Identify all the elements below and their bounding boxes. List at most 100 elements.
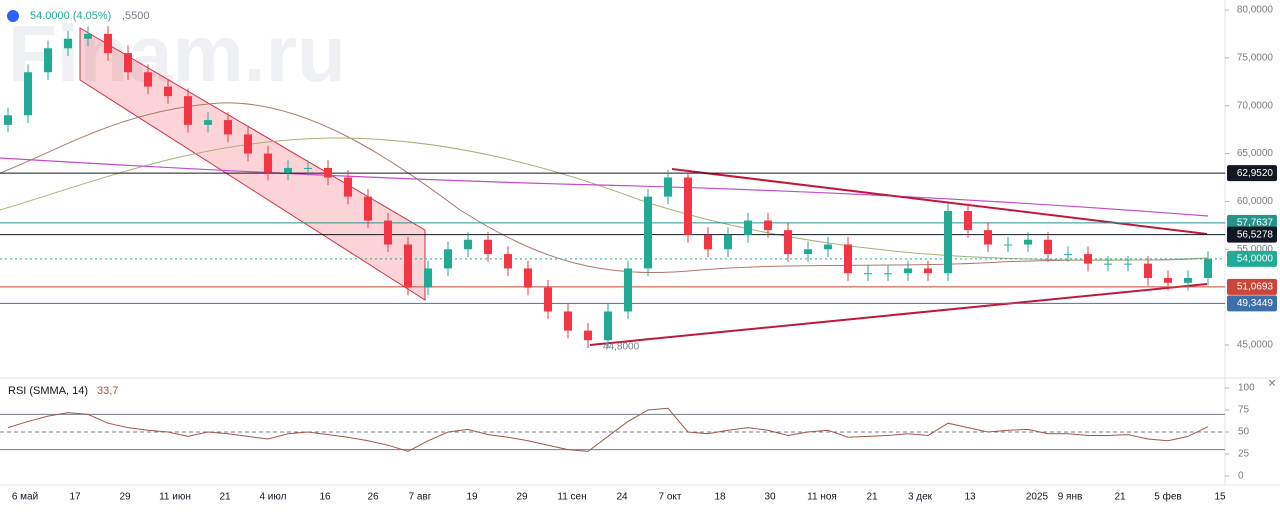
x-tick-label: 21 <box>1114 492 1126 503</box>
x-tick-label: 21 <box>219 492 231 503</box>
x-tick-label: 7 авг <box>409 492 432 503</box>
x-tick-label: 17 <box>69 492 81 503</box>
x-tick-label: 29 <box>119 492 131 503</box>
candle-body <box>744 220 752 235</box>
level-label: 62,9520 <box>1237 168 1274 179</box>
y-tick-label: 100 <box>1238 383 1255 394</box>
candle-body <box>184 96 192 125</box>
candle-body <box>244 134 252 154</box>
x-tick-label: 11 ноя <box>807 492 837 503</box>
moving-average <box>0 137 1209 261</box>
candle-body <box>524 268 532 288</box>
level-label: 49,3449 <box>1237 298 1274 309</box>
candle-body <box>1064 254 1072 256</box>
candle-body <box>884 273 892 275</box>
candle-body <box>284 167 292 173</box>
x-tick-label: 16 <box>319 492 331 503</box>
candle-body <box>584 330 592 341</box>
x-tick-label: 18 <box>714 492 726 503</box>
x-tick-label: 6 май <box>12 492 38 503</box>
x-tick-label: 5 фев <box>1154 491 1181 503</box>
symbol-icon <box>7 10 19 22</box>
candle-body <box>144 72 152 87</box>
trend-line <box>671 168 1208 235</box>
x-tick-label: 9 янв <box>1058 492 1083 503</box>
x-tick-label: 13 <box>964 492 976 503</box>
candle-body <box>664 177 672 197</box>
x-tick-label: 19 <box>466 492 478 503</box>
x-tick-label: 11 сен <box>557 492 586 503</box>
x-tick-label: 26 <box>367 492 379 503</box>
x-tick-label: 15 <box>1214 492 1226 503</box>
y-tick-label: 55,0000 <box>1237 244 1274 255</box>
candle-body <box>704 234 712 250</box>
candle-body <box>564 311 572 331</box>
candle-body <box>864 273 872 275</box>
watermark: Finam.ru <box>8 9 346 98</box>
rsi-line <box>7 407 1209 452</box>
candle-body <box>324 167 332 178</box>
annotation: 44,8000 <box>603 342 640 353</box>
candle-body <box>104 33 112 54</box>
candle-body <box>1204 258 1212 278</box>
candle-body <box>1144 263 1152 278</box>
candle-body <box>1164 278 1172 283</box>
level-label: 57,7637 <box>1237 217 1274 228</box>
candle-body <box>464 239 472 250</box>
x-tick-label: 7 окт <box>659 492 682 503</box>
rsi-last: 33,7 <box>97 385 118 397</box>
x-tick-label: 3 дек <box>908 492 933 503</box>
candle-body <box>24 72 32 116</box>
y-tick-label: 65,0000 <box>1237 148 1274 159</box>
collapse-icon[interactable]: × <box>1268 375 1276 391</box>
candle-body <box>684 177 692 235</box>
x-tick-label: 4 июл <box>259 492 286 503</box>
y-tick-label: 25 <box>1238 449 1250 460</box>
header-extra: ,5500 <box>122 10 150 22</box>
candle-body <box>344 177 352 197</box>
candle-body <box>924 268 932 274</box>
candle-body <box>824 244 832 250</box>
x-tick-label: 11 июн <box>159 492 191 503</box>
candle-body <box>504 254 512 269</box>
y-tick-label: 70,0000 <box>1237 100 1274 111</box>
moving-average <box>0 102 1209 273</box>
candle-body <box>224 120 232 135</box>
level-badge <box>1227 226 1277 243</box>
candle-body <box>1024 239 1032 245</box>
rsi-title: RSI (SMMA, 14) <box>8 385 88 397</box>
candle-body <box>844 244 852 274</box>
candle-body <box>1044 239 1052 255</box>
level-label: 51,0693 <box>1237 282 1274 293</box>
candle-body <box>404 244 412 288</box>
candle-body <box>304 167 312 169</box>
candle-body <box>364 196 372 221</box>
candle-body <box>784 230 792 255</box>
candle-body <box>164 86 172 97</box>
candle-body <box>384 220 392 245</box>
x-tick-label: 2025 <box>1026 492 1049 503</box>
level-badge <box>1227 278 1277 295</box>
candle-body <box>544 287 552 312</box>
candle-body <box>624 268 632 312</box>
level-badge <box>1227 250 1277 267</box>
candle-body <box>84 33 92 39</box>
candle-body <box>984 230 992 245</box>
candle-body <box>804 249 812 255</box>
y-tick-label: 75 <box>1238 405 1250 416</box>
candle-body <box>4 115 12 125</box>
candle-body <box>1084 254 1092 264</box>
y-tick-label: 50 <box>1238 427 1250 438</box>
candle-body <box>604 311 612 341</box>
candle-body <box>484 239 492 255</box>
y-tick-label: 75,0000 <box>1237 52 1274 63</box>
candle-body <box>204 120 212 125</box>
moving-average <box>0 157 1209 217</box>
candle-body <box>124 53 132 73</box>
level-label: 54,0000 <box>1237 253 1274 264</box>
candle-body <box>44 48 52 73</box>
trend-line <box>589 283 1208 346</box>
y-tick-label: 45,0000 <box>1237 340 1274 351</box>
candle-body <box>724 234 732 250</box>
candle-body <box>904 268 912 274</box>
